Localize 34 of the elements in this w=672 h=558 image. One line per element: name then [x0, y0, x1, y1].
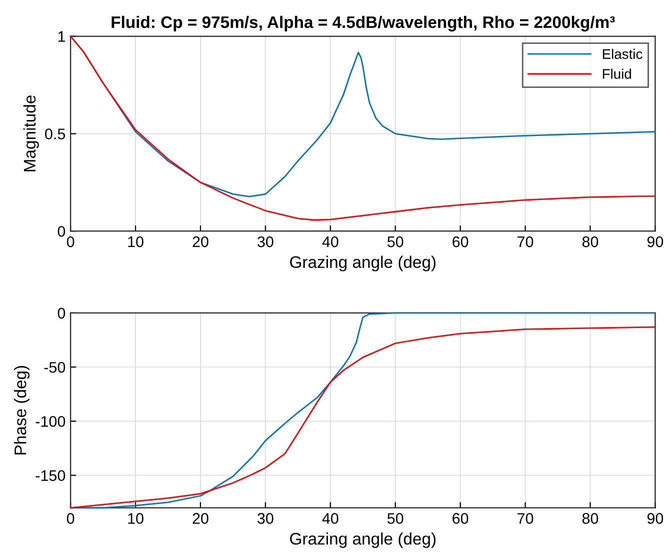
x-tick-label: 40: [322, 236, 338, 248]
y-tick-label: -50: [44, 362, 66, 373]
x-axis-title: Grazing angle (deg): [290, 532, 436, 548]
legend-label: Fluid: [602, 68, 631, 79]
x-tick-label: 30: [258, 236, 274, 248]
x-tick-label: 0: [66, 236, 74, 248]
y-tick-label: 0: [58, 226, 66, 237]
x-tick-label: 20: [192, 236, 208, 248]
y-tick-label: -100: [36, 416, 66, 427]
x-tick-label: 90: [647, 513, 664, 524]
x-tick-label: 80: [582, 236, 598, 248]
x-tick-label: 30: [258, 513, 274, 524]
y-tick-label: 0.5: [45, 128, 66, 140]
x-tick-label: 90: [647, 236, 664, 248]
x-tick-label: 50: [387, 236, 404, 248]
x-tick-label: 10: [128, 513, 144, 524]
y-tick-label: -150: [36, 470, 66, 481]
legend-label: Elastic: [602, 48, 642, 59]
y-axis-title: Magnitude: [23, 96, 39, 172]
x-tick-label: 20: [192, 513, 208, 524]
x-axis-title: Grazing angle (deg): [290, 256, 436, 272]
x-tick-label: 80: [582, 513, 598, 524]
x-tick-label: 60: [452, 513, 468, 524]
y-tick-label: 1: [58, 31, 65, 42]
x-tick-label: 0: [66, 513, 74, 524]
x-tick-label: 10: [128, 236, 144, 248]
x-tick-label: 70: [518, 513, 534, 524]
y-tick-label: 0: [58, 308, 66, 319]
x-tick-label: 40: [322, 513, 338, 524]
chart-title: Fluid: Cp = 975m/s, Alpha = 4.5dB/wavelength, Rho = 2200kg/m³: [112, 16, 615, 32]
x-tick-label: 50: [387, 513, 404, 524]
x-tick-label: 60: [452, 236, 468, 248]
y-axis-title: Phase (deg): [14, 366, 30, 454]
x-tick-label: 70: [518, 236, 534, 248]
